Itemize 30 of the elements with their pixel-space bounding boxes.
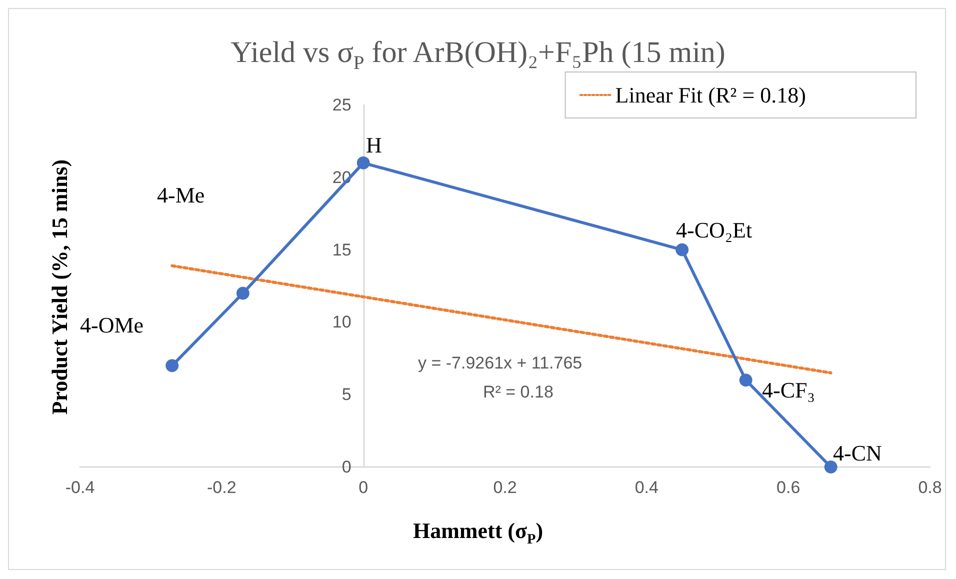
y-tick-label: 10 [332, 312, 352, 332]
y-tick-label: 5 [342, 385, 352, 404]
point [739, 374, 752, 387]
point [166, 359, 179, 372]
annotation: y = -7.9261x + 11.765 [418, 354, 582, 372]
annotation: 4-Me [157, 182, 205, 208]
annotation: 4-CN [833, 440, 882, 466]
x-tick-label: -0.4 [65, 478, 95, 497]
point [236, 286, 250, 300]
annotation: 4-OMe [80, 312, 144, 338]
annotation: R² = 0.18 [483, 382, 554, 402]
annotation: 4-CF₃ [762, 378, 815, 402]
chart-title: Yield vs σ$_{P}$ for ArB(OH)₂+F₅Ph (15 min) [230, 36, 726, 75]
x-tick-label: 0 [358, 478, 368, 497]
point [676, 243, 689, 256]
y-tick-label: 15 [332, 240, 352, 260]
y-tick-label: 25 [332, 96, 352, 114]
legend-label: Linear Fit (R² = 0.18) [615, 82, 806, 108]
y-axis-title: Product Yield (%, 15 mins) [47, 159, 73, 415]
x-tick-label: 0.6 [776, 478, 800, 497]
annotation: H [366, 132, 382, 158]
x-tick-label: -0.2 [207, 478, 236, 497]
x-axis-title: Hammett (σ$_{P}$) [412, 518, 544, 548]
x-tick-label: 0.4 [634, 478, 658, 497]
x-tick-label: 0.2 [493, 478, 517, 497]
point [356, 156, 370, 170]
annotation: 4-CO₂Et [676, 218, 752, 242]
y-tick-label: 0 [342, 458, 352, 476]
x-tick-label: 0.8 [918, 478, 942, 497]
point [824, 460, 838, 474]
